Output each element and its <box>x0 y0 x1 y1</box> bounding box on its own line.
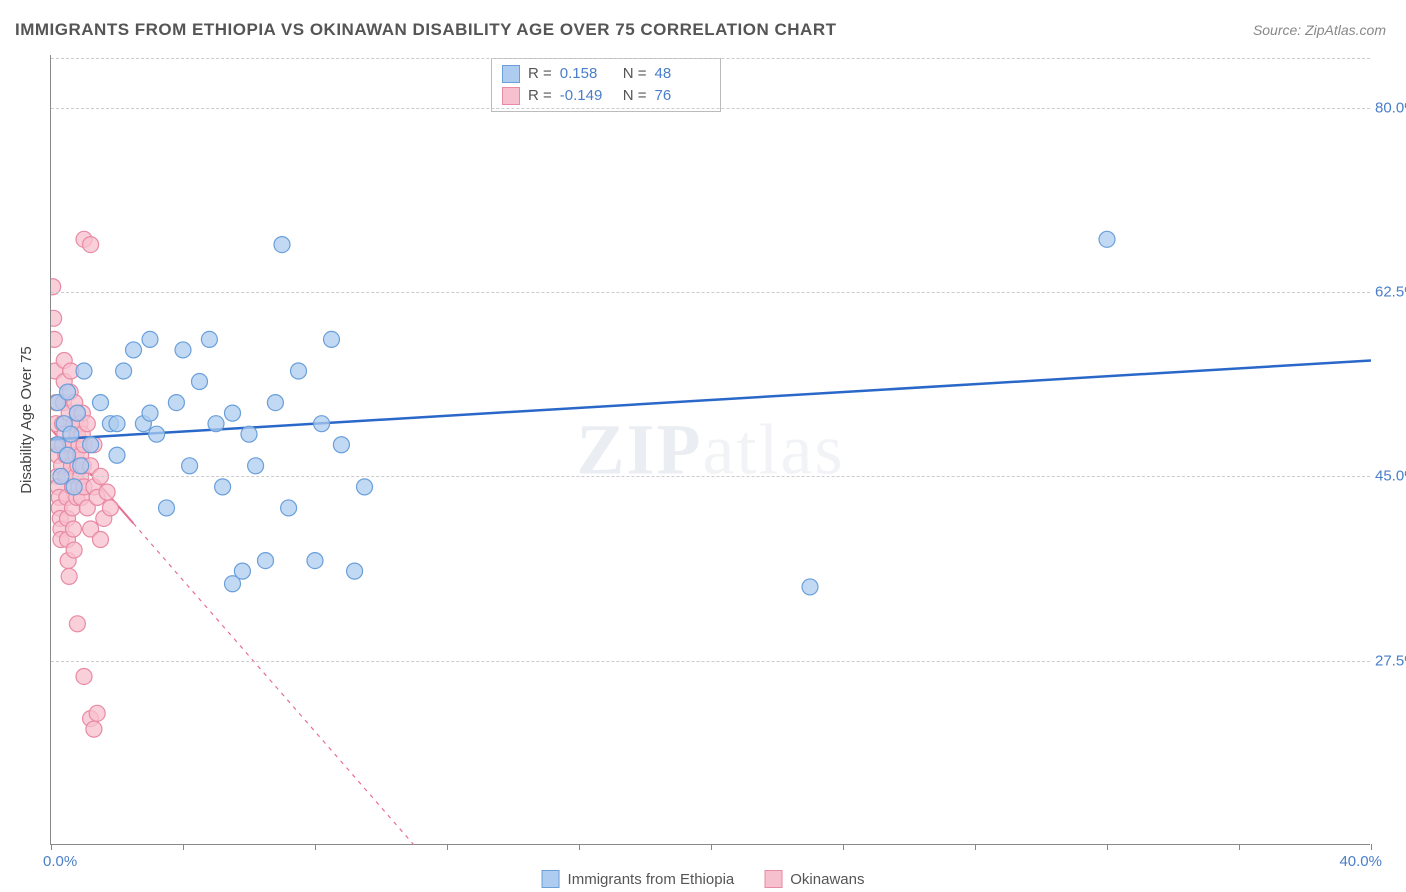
x-tick <box>447 844 448 850</box>
x-tick <box>975 844 976 850</box>
x-tick <box>711 844 712 850</box>
x-max-label: 40.0% <box>1339 853 1382 870</box>
y-tick-label: 45.0% <box>1375 468 1406 485</box>
plot-svg <box>51 55 1371 845</box>
y-tick-label: 80.0% <box>1375 99 1406 116</box>
legend-item: Immigrants from Ethiopia <box>542 870 735 888</box>
stats-box: R = 0.158 N = 48 R = -0.149 N = 76 <box>491 58 721 112</box>
x-tick <box>1371 844 1372 850</box>
bottom-legend: Immigrants from Ethiopia Okinawans <box>542 870 865 888</box>
stats-row: R = 0.158 N = 48 <box>502 63 710 85</box>
legend-swatch <box>502 87 520 105</box>
chart-container: IMMIGRANTS FROM ETHIOPIA VS OKINAWAN DIS… <box>0 0 1406 892</box>
gridline-h <box>51 58 1370 59</box>
gridline-h <box>51 292 1370 293</box>
x-tick <box>579 844 580 850</box>
legend-item: Okinawans <box>764 870 864 888</box>
gridline-h <box>51 476 1370 477</box>
legend-label: Okinawans <box>790 871 864 888</box>
plot-area: ZIPatlas R =0.158N =48R =-0.149N =76 0.0… <box>50 55 1370 845</box>
stats-r-value: -0.149 <box>560 85 615 107</box>
legend-swatch <box>542 870 560 888</box>
y-tick-label: 27.5% <box>1375 652 1406 669</box>
stats-n-value: 48 <box>655 63 710 85</box>
stats-n-value: 76 <box>655 85 710 107</box>
chart-title: IMMIGRANTS FROM ETHIOPIA VS OKINAWAN DIS… <box>15 20 836 40</box>
legend-label: Immigrants from Ethiopia <box>568 871 735 888</box>
gridline-h <box>51 108 1370 109</box>
stats-r-value: 0.158 <box>560 63 615 85</box>
stats-r-label: R = <box>528 85 552 107</box>
x-tick <box>51 844 52 850</box>
gridline-h <box>51 661 1370 662</box>
source-label: Source: ZipAtlas.com <box>1253 22 1386 38</box>
x-tick <box>315 844 316 850</box>
stats-r-label: R = <box>528 63 552 85</box>
stats-n-label: N = <box>623 85 647 107</box>
x-tick <box>1107 844 1108 850</box>
legend-swatch <box>502 65 520 83</box>
x-min-label: 0.0% <box>43 853 77 870</box>
stats-n-label: N = <box>623 63 647 85</box>
x-tick <box>1239 844 1240 850</box>
y-tick-label: 62.5% <box>1375 284 1406 301</box>
y-axis-label: Disability Age Over 75 <box>18 346 35 494</box>
x-tick <box>183 844 184 850</box>
x-tick <box>843 844 844 850</box>
legend-swatch <box>764 870 782 888</box>
stats-row: R = -0.149 N = 76 <box>502 85 710 107</box>
